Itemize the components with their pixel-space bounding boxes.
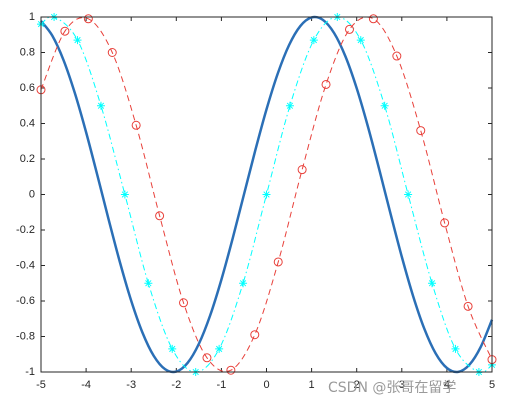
- marker: [463, 301, 473, 311]
- marker: [262, 190, 271, 199]
- y-tick-label: 0.2: [20, 153, 35, 165]
- x-tick-label: 5: [489, 379, 495, 391]
- y-tick-label: 0: [29, 188, 35, 200]
- x-tick-label: -3: [126, 379, 136, 391]
- x-tick-label: 0: [263, 379, 269, 391]
- marker: [297, 165, 307, 175]
- x-tick-label: -4: [81, 379, 91, 391]
- marker: [440, 218, 450, 228]
- marker: [428, 279, 437, 288]
- marker: [321, 79, 331, 89]
- marker: [416, 126, 426, 136]
- marker: [344, 24, 354, 34]
- marker: [202, 353, 212, 363]
- marker: [309, 36, 318, 45]
- marker: [83, 14, 93, 24]
- y-tick-label: -0.8: [16, 330, 35, 342]
- x-tick-label: 2: [354, 379, 360, 391]
- marker: [368, 14, 378, 24]
- marker: [392, 51, 402, 61]
- y-tick-label: 0.4: [20, 117, 35, 129]
- series-line: [40, 16, 493, 372]
- x-tick-label: -1: [217, 379, 227, 391]
- y-tick-label: 0.8: [20, 46, 35, 58]
- marker: [239, 279, 248, 288]
- marker: [380, 101, 389, 110]
- marker: [155, 211, 165, 221]
- marker: [226, 365, 236, 375]
- marker: [144, 279, 153, 288]
- marker: [273, 257, 283, 267]
- marker: [131, 120, 141, 130]
- marker: [107, 48, 117, 57]
- y-tick-label: -0.6: [16, 295, 35, 307]
- marker: [285, 101, 294, 110]
- y-tick-label: 1: [29, 11, 35, 23]
- marker: [179, 298, 189, 308]
- y-tick-label: 0.6: [20, 82, 35, 94]
- marker: [215, 344, 224, 353]
- x-tick-label: 1: [309, 379, 315, 391]
- marker: [60, 26, 70, 36]
- marker: [451, 344, 460, 353]
- y-tick-label: -1: [25, 366, 35, 378]
- axes-box: [40, 16, 493, 373]
- marker: [73, 36, 82, 45]
- y-tick-label: -0.2: [16, 224, 35, 236]
- marker: [120, 190, 129, 199]
- marker: [96, 101, 105, 110]
- marker: [168, 344, 177, 353]
- marker: [250, 330, 260, 340]
- x-tick-label: 3: [399, 379, 405, 391]
- x-tick-label: -5: [36, 379, 46, 391]
- y-tick-label: -0.4: [16, 259, 35, 271]
- marker: [356, 36, 365, 45]
- watermark: CSDN @张哥在留学: [328, 380, 456, 396]
- x-tick-label: 4: [444, 379, 450, 391]
- series-line: [40, 15, 494, 374]
- marker: [404, 190, 413, 199]
- x-tick-label: -2: [171, 379, 181, 391]
